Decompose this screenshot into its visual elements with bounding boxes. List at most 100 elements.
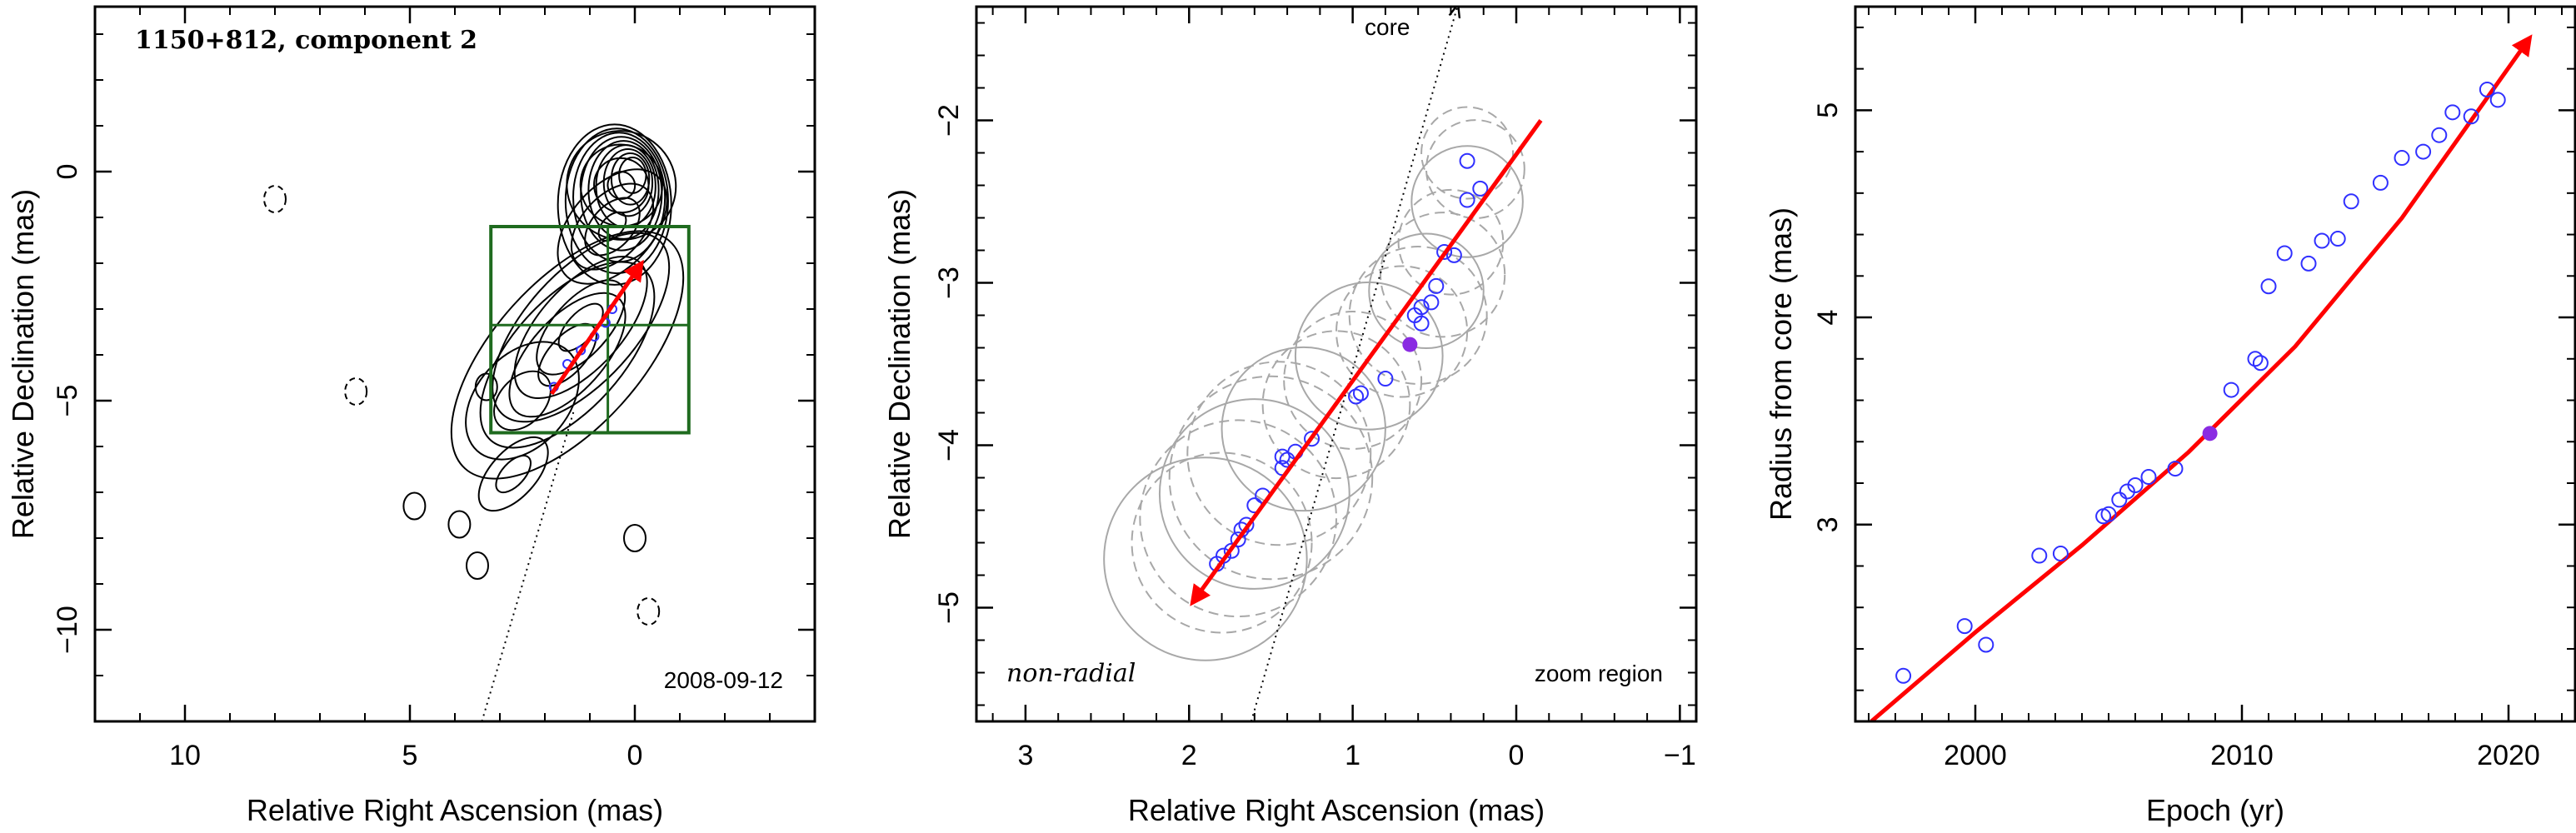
panel-2-x-tick-label: 3	[1017, 740, 1033, 771]
panel-3-y-tick-label: 3	[1812, 516, 1844, 532]
zoom-region-panel: 3 2 1 0 −1 −2 −3 −4 −5 core non-radial zoom regi…	[882, 5, 1698, 827]
radius-point	[2372, 174, 2389, 191]
panel-2-x-axis-title: Relative Right Ascension (mas)	[1128, 793, 1545, 827]
radius-point	[2463, 108, 2479, 125]
component-size-circle	[1420, 106, 1515, 200]
radius-point	[1956, 618, 1973, 635]
core-contour	[602, 148, 654, 217]
panel-3-y-tick-label: 5	[1812, 102, 1844, 118]
component-size-circle	[1168, 375, 1374, 581]
radius-point	[2300, 255, 2317, 272]
panel-1-frame	[93, 5, 816, 723]
jet-contour	[557, 168, 668, 285]
component-size-circle	[1139, 419, 1337, 618]
panel-2-x-tick-label: 2	[1181, 740, 1197, 771]
negative-contour	[344, 377, 368, 406]
radius-point	[2343, 193, 2359, 210]
isolated-contour	[474, 372, 498, 402]
jet-contour	[508, 292, 627, 418]
position-point	[1377, 371, 1394, 387]
position-point	[1445, 247, 1462, 263]
negative-contour	[263, 185, 287, 213]
negative-contour	[637, 597, 661, 626]
position-point	[1472, 180, 1489, 197]
position-point	[1428, 277, 1445, 294]
radius-point	[1895, 667, 1912, 684]
contour-map-panel: 10 5 0 0 −5 −10 1150+812, component 2 2008-09…	[6, 5, 816, 827]
panel-3-y-tick-label: 4	[1812, 310, 1844, 326]
panel-3-x-tick-label: 2010	[2210, 740, 2274, 771]
panel-1-x-tick-label: 10	[169, 740, 201, 771]
panel-1-y-axis-title: Relative Declination (mas)	[6, 189, 40, 539]
panel-3-x-axis-title: Epoch (yr)	[2146, 793, 2284, 827]
panel-1-y-tick-label: −5	[52, 385, 83, 417]
radius-point	[2276, 245, 2293, 262]
radius-point	[2479, 81, 2495, 97]
radius-point	[2444, 104, 2461, 121]
component-size-circle	[1131, 451, 1313, 634]
highlighted-epoch-point	[2202, 426, 2218, 441]
radius-point	[2031, 547, 2048, 564]
jet-contour	[593, 157, 650, 214]
velocity-vector-arrow	[1190, 119, 1543, 606]
component-size-circle	[1368, 232, 1485, 349]
core-direction-line	[1250, 7, 1457, 721]
radius-vs-epoch-panel: 2000 2010 2020 3 4 5 Epoch (yr) Radius from c…	[1764, 5, 2576, 827]
panel-1-y-tick-label: −10	[52, 606, 83, 654]
component-size-circle	[1425, 119, 1525, 219]
radius-point	[2415, 143, 2432, 160]
isolated-contour	[623, 524, 646, 552]
jet-contour	[537, 322, 597, 387]
component-size-circle	[1283, 311, 1423, 450]
core-contour	[557, 123, 672, 286]
non-radial-label: non-radial	[1006, 659, 1136, 688]
panel-2-y-axis-title: Relative Declination (mas)	[882, 189, 916, 539]
component-size-circle	[1380, 212, 1506, 338]
radius-point	[2431, 127, 2448, 143]
jet-contour	[479, 261, 656, 449]
panel-1-title: 1150+812, component 2	[135, 26, 477, 55]
radius-point	[2223, 382, 2239, 398]
radius-point	[2314, 232, 2330, 249]
jet-contour	[477, 436, 549, 512]
jet-contour	[492, 232, 671, 423]
component-size-circle	[1221, 346, 1386, 512]
jet-contour	[570, 182, 655, 271]
jet-contour	[450, 230, 685, 480]
velocity-vector-arrow	[550, 259, 644, 396]
panel-1-x-tick-label: 0	[627, 740, 643, 771]
position-point	[1423, 294, 1440, 311]
jet-contour	[495, 454, 532, 494]
panel-3-y-axis-title: Radius from core (mas)	[1764, 207, 1798, 521]
component-size-circle	[1158, 398, 1350, 590]
component-size-circle	[1186, 361, 1372, 546]
panel-1-x-tick-label: 5	[402, 740, 418, 771]
component-size-circle	[1397, 188, 1505, 296]
position-point	[1413, 299, 1430, 316]
position-point	[1352, 385, 1369, 402]
isolated-contour	[402, 491, 427, 521]
panel-3-x-tick-label: 2000	[1944, 740, 2007, 771]
component-size-circle	[1348, 246, 1488, 385]
panel-2-y-tick-label: −4	[933, 429, 965, 461]
core-contour	[564, 127, 669, 275]
panel-2-frame	[975, 5, 1698, 723]
position-point	[1436, 243, 1453, 260]
radius-point	[2100, 506, 2117, 522]
panel-2-x-tick-label: −1	[1664, 740, 1696, 771]
position-point	[1459, 152, 1475, 169]
panel-3-frame	[1854, 5, 2576, 723]
panel-2-y-tick-label: −5	[933, 591, 965, 624]
jet-contour	[536, 279, 627, 376]
jet-contour	[493, 370, 552, 431]
position-point	[1304, 431, 1320, 447]
core-contour	[618, 156, 647, 194]
core-direction-label: core	[1365, 14, 1410, 40]
position-point	[1348, 388, 1365, 405]
radius-point	[2489, 92, 2506, 108]
panel-1-x-axis-title: Relative Right Ascension (mas)	[247, 793, 663, 827]
zoom-region-box	[489, 225, 691, 435]
radius-point	[2394, 150, 2410, 167]
radius-point	[2127, 476, 2144, 493]
